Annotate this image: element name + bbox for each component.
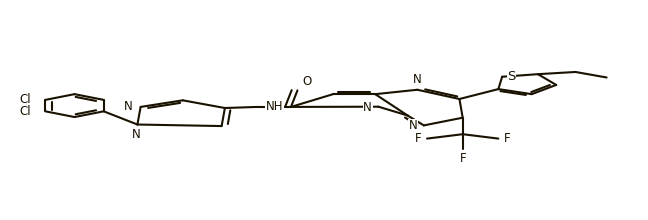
Text: S: S — [507, 70, 516, 83]
Text: Cl: Cl — [19, 105, 31, 118]
Text: Cl: Cl — [19, 93, 31, 106]
Text: N: N — [132, 128, 141, 141]
Text: NH: NH — [266, 100, 283, 114]
Text: N: N — [124, 100, 133, 113]
Text: N: N — [364, 101, 372, 114]
Text: F: F — [459, 152, 466, 165]
Text: N: N — [409, 119, 418, 132]
Text: F: F — [415, 132, 422, 145]
Text: O: O — [303, 75, 312, 88]
Text: N: N — [413, 73, 422, 86]
Text: F: F — [503, 132, 510, 145]
